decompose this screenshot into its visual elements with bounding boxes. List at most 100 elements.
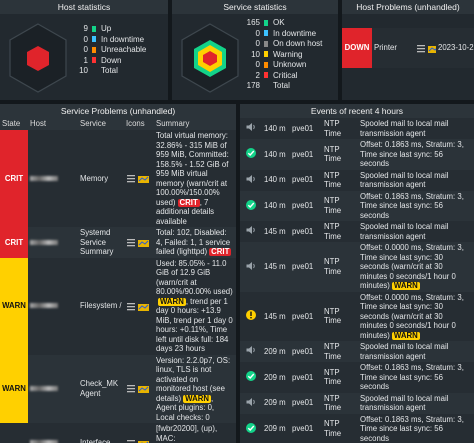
host-cell [28,227,78,258]
stat-count: 0 [255,60,260,69]
service-cell[interactable]: NTP Time [322,118,358,139]
stat-label[interactable]: In downtime [273,28,317,38]
state-cell: WARN [0,354,28,423]
event-row: 145 m pve01 NTP Time Offset: 0.0000 ms, Str… [240,242,474,292]
service-hexagon [181,23,239,93]
stat-label[interactable]: Unreachable [101,45,147,54]
host-cell[interactable]: pve01 [290,392,322,414]
summary-text: Version: 2.2.0p7, OS: linux, TLS is not … [156,355,231,403]
stat-label[interactable]: Warning [273,49,303,59]
column-header: Icons [124,118,154,130]
service-cell[interactable]: Filesystem / [78,257,124,355]
host-cell[interactable]: pve01 [290,139,322,170]
host-redacted [30,386,58,391]
summary-text: Offset: 0.0000 ms, Stratum: 3, Time sinc… [360,292,464,340]
service-cell[interactable]: Interface [78,423,124,443]
stat-dot [92,36,96,42]
state-badge: WARN [183,393,211,403]
host-cell[interactable]: pve01 [290,242,322,292]
host-redacted [30,440,58,443]
summary-cell: Offset: 0.1863 ms, Stratum: 3, Time sinc… [358,139,474,170]
stat-row: 0 Unreachable [78,45,147,56]
icon-cell [240,242,262,292]
row-icons[interactable] [126,384,152,394]
icon-cell [240,362,262,393]
stat-dot [264,51,268,57]
host-hexagon [9,23,67,93]
host-problem-row: DOWN Printer 2023-10-2 [342,28,474,68]
stat-count: 0 [83,45,88,54]
host-cell[interactable]: Printer [372,28,414,68]
state-badge: WARN [391,330,420,340]
stat-label[interactable]: Up [101,24,112,33]
row-icons[interactable] [126,174,152,184]
service-cell[interactable]: Check_MK Agent [78,354,124,423]
service-cell[interactable]: NTP Time [322,413,358,443]
service-cell[interactable]: Systemd Service Summary [78,227,124,258]
summary-text: Offset: 0.1863 ms, Stratum: 3, Time sinc… [360,140,464,168]
service-cell[interactable]: Memory [78,130,124,227]
summary-cell: Spooled mail to local mail transmission … [358,341,474,362]
stat-dot [264,72,268,78]
icons-cell [124,130,154,227]
host-cell[interactable]: pve01 [290,190,322,221]
state-cell: WARN [0,257,28,355]
row-icons[interactable] [126,439,152,443]
host-cell[interactable]: pve01 [290,221,322,242]
host-cell[interactable]: pve01 [290,362,322,393]
service-cell[interactable]: NTP Time [322,190,358,221]
notification-icon [246,346,255,355]
ok-icon [246,371,256,381]
row-icons[interactable] [126,302,152,311]
host-cell[interactable]: pve01 [290,169,322,191]
event-row: 140 m pve01 NTP Time Spooled mail to local … [240,118,474,139]
stat-label[interactable]: Unknown [273,60,307,69]
row-icons[interactable] [126,238,152,247]
summary-text: Total: 102, Disabled: 4, Failed: 1, 1 se… [156,228,231,256]
panel-title: Service statistics [172,0,338,14]
summary-cell: Spooled mail to local mail transmission … [358,221,474,242]
summary-text: Offset: 0.1863 ms, Stratum: 3, Time sinc… [360,363,464,391]
events-table: 140 m pve01 NTP Time Spooled mail to local … [240,118,474,443]
stat-label[interactable]: Total [273,81,290,90]
event-row: 145 m pve01 NTP Time Spooled mail to local … [240,221,474,242]
service-cell[interactable]: NTP Time [322,291,358,341]
stat-count: 2 [255,70,260,80]
service-problem-row: Interface [fwbr20200], (up), MAC: 7E:FB:1… [0,423,236,443]
service-cell[interactable]: NTP Time [322,242,358,292]
stat-label[interactable]: Total [101,66,118,75]
host-cell [28,130,78,227]
host-cell[interactable]: pve01 [290,291,322,341]
notification-icon [246,261,255,270]
service-cell[interactable]: NTP Time [322,392,358,414]
host-cell[interactable]: pve01 [290,341,322,362]
panel-title: Host Problems (unhandled) [342,0,474,14]
stat-label[interactable]: Critical [273,70,298,80]
summary-cell: Offset: 0.0000 ms, Stratum: 3, Time sinc… [358,291,474,341]
stat-label[interactable]: Down [101,55,122,65]
service-cell[interactable]: NTP Time [322,362,358,393]
time-cell: 209 m [262,341,290,362]
service-cell[interactable]: NTP Time [322,341,358,362]
summary-cell: Used: 85.05% - 11.0 GiB of 12.9 GiB (war… [154,257,236,355]
row-icons[interactable] [416,44,436,53]
summary-cell: [fwbr20200], (up), MAC: 7E:FB:1D:03:E7:6… [154,423,236,443]
service-cell[interactable]: NTP Time [322,169,358,191]
host-stats-list: 9 Up 0 In downtime 0 Unreachable 1 Down 10 Total [78,24,146,77]
summary-text: Spooled mail to local mail transmission … [360,342,449,361]
summary-text: Offset: 0.1863 ms, Stratum: 3, Time sinc… [360,414,464,443]
icon-cell [240,221,262,242]
service-problems-panel: Service Problems (unhandled) State Host Se… [0,104,236,443]
stat-label[interactable]: OK [273,18,285,27]
service-cell[interactable]: NTP Time [322,221,358,242]
stat-label[interactable]: On down host [273,39,323,48]
host-cell[interactable]: pve01 [290,118,322,139]
summary-cell: Spooled mail to local mail transmission … [358,392,474,414]
event-row: 209 m pve01 NTP Time Spooled mail to local … [240,341,474,362]
service-cell[interactable]: NTP Time [322,139,358,170]
stat-label[interactable]: In downtime [101,34,145,44]
time-cell: 140 m [262,118,290,139]
host-cell[interactable]: pve01 [290,413,322,443]
stat-row: 0 On down host [246,39,323,50]
icons-cell [124,354,154,423]
